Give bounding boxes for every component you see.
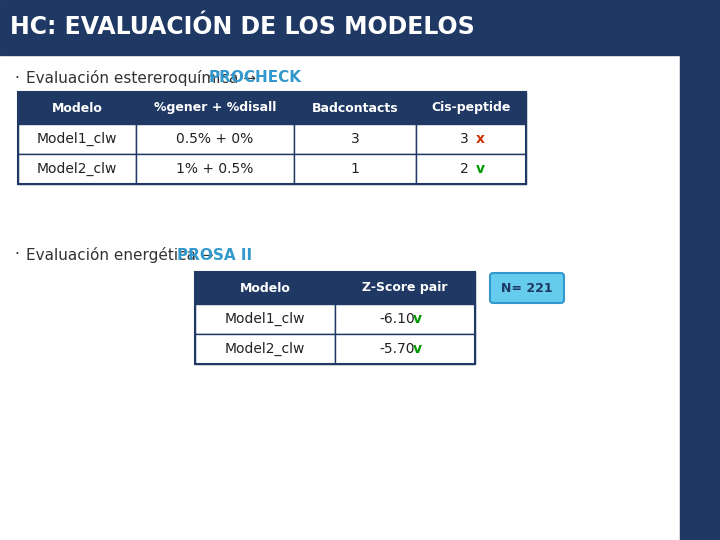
Text: ·: · [14, 71, 19, 85]
Text: ·: · [14, 247, 19, 262]
Bar [335, 304, 475, 334]
Text: N= 221: N= 221 [501, 281, 553, 294]
Bar [335, 334, 475, 364]
Bar [0, 0, 682, 55]
Bar [416, 154, 526, 184]
Text: Evaluación estereroquímica →: Evaluación estereroquímica → [26, 70, 261, 86]
Bar [136, 154, 294, 184]
Text: Evaluación energética →: Evaluación energética → [26, 247, 218, 263]
Bar [18, 92, 526, 184]
Text: 3: 3 [351, 132, 359, 146]
Text: Modelo: Modelo [52, 102, 102, 114]
Text: 3: 3 [459, 132, 469, 146]
Text: v: v [413, 312, 421, 326]
Text: v: v [475, 162, 485, 176]
Bar [18, 92, 136, 124]
Text: x: x [475, 132, 485, 146]
Bar [195, 334, 335, 364]
Bar [195, 272, 335, 304]
Bar [195, 272, 475, 364]
Bar [294, 92, 416, 124]
Bar [136, 124, 294, 154]
Text: Badcontacts: Badcontacts [312, 102, 398, 114]
Text: PROCHECK: PROCHECK [209, 71, 302, 85]
Text: 0.5% + 0%: 0.5% + 0% [176, 132, 253, 146]
Text: -6.10: -6.10 [379, 312, 415, 326]
Text: Cis-peptide: Cis-peptide [431, 102, 510, 114]
FancyBboxPatch shape [490, 273, 564, 303]
Bar [18, 124, 136, 154]
Text: Model2_clw: Model2_clw [37, 162, 117, 176]
Text: 1: 1 [351, 162, 359, 176]
Text: 2: 2 [459, 162, 469, 176]
Text: v: v [413, 342, 421, 356]
Text: Modelo: Modelo [240, 281, 290, 294]
Text: %gener + %disall: %gener + %disall [154, 102, 276, 114]
Bar [136, 92, 294, 124]
Bar [416, 92, 526, 124]
Text: Model2_clw: Model2_clw [225, 342, 305, 356]
Text: Model1_clw: Model1_clw [225, 312, 305, 326]
Text: Z-Score pair: Z-Score pair [362, 281, 448, 294]
Bar [18, 154, 136, 184]
Bar [680, 0, 720, 540]
Text: HC: EVALUACIÓN DE LOS MODELOS: HC: EVALUACIÓN DE LOS MODELOS [10, 16, 474, 39]
Bar [195, 304, 335, 334]
Text: PROSA II: PROSA II [177, 247, 252, 262]
Text: Model1_clw: Model1_clw [37, 132, 117, 146]
Bar [294, 124, 416, 154]
Text: 1% + 0.5%: 1% + 0.5% [176, 162, 253, 176]
Text: -5.70: -5.70 [379, 342, 415, 356]
Bar [335, 272, 475, 304]
Bar [294, 154, 416, 184]
Bar [416, 124, 526, 154]
